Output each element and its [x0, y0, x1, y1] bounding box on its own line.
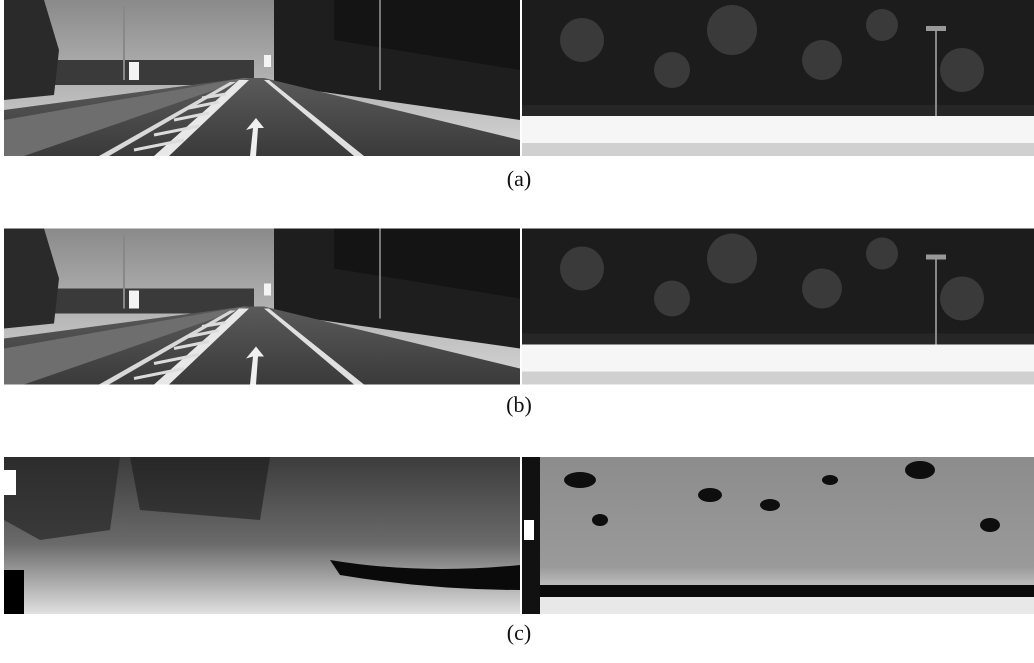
left-image [4, 0, 520, 156]
caption: (a) [507, 166, 531, 191]
panel-c: (c) [4, 457, 1034, 645]
left-depth-map [4, 457, 520, 614]
left-image [4, 229, 520, 385]
caption: (c) [507, 620, 531, 645]
figure: (a) (b) (c) [0, 0, 1034, 658]
right-image [522, 0, 1034, 156]
panel-a: (a) [4, 0, 1034, 191]
caption: (b) [506, 392, 532, 417]
right-depth-map [522, 457, 1034, 614]
right-image [522, 229, 1034, 385]
panel-b: (b) [4, 229, 1034, 418]
